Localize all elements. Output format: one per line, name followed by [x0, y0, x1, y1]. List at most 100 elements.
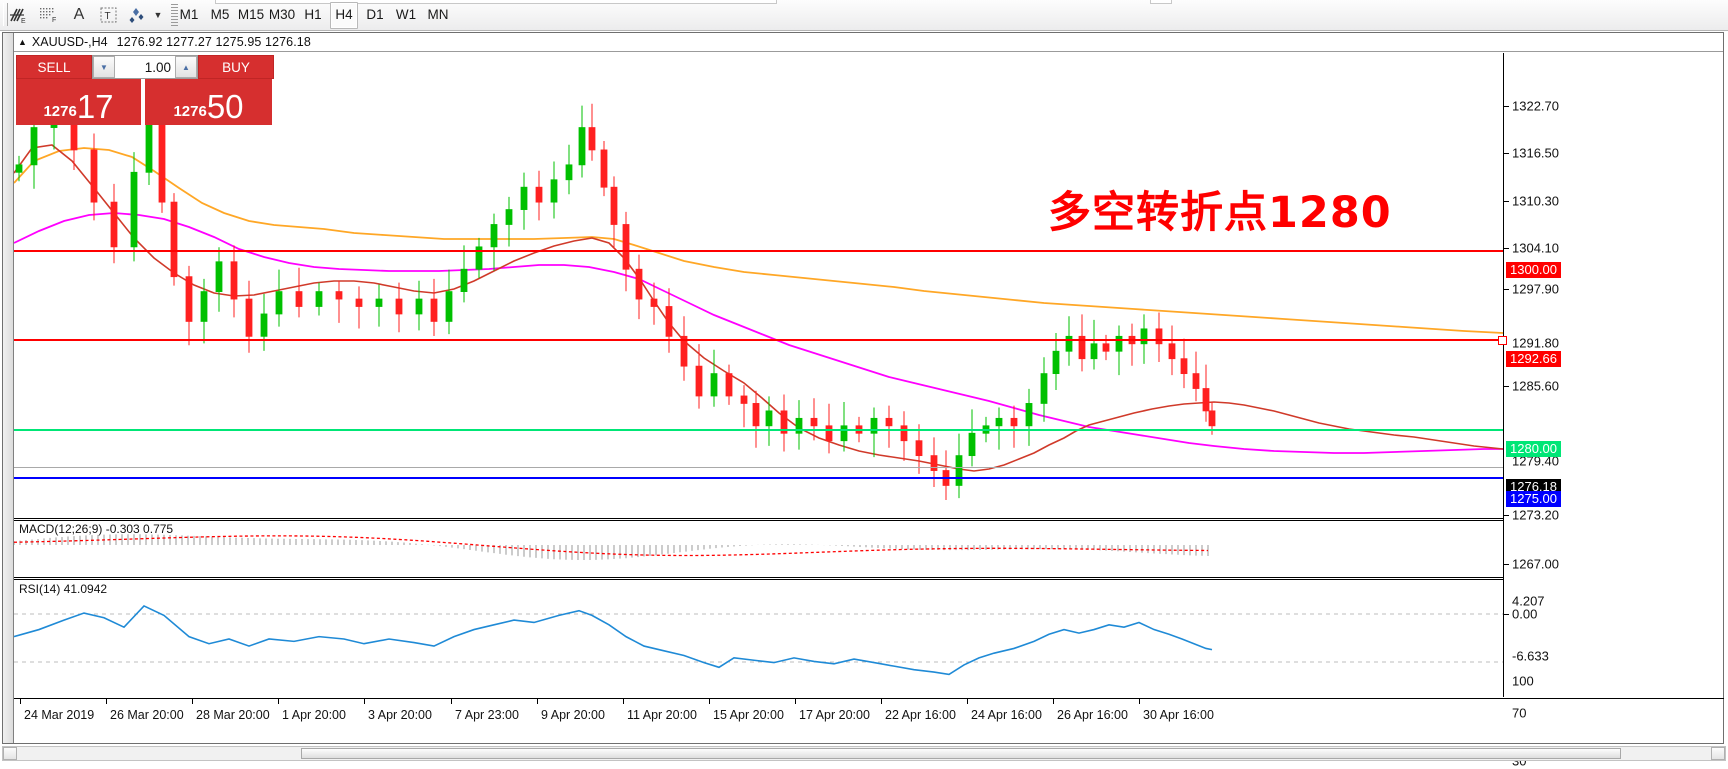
time-tick-0: 24 Mar 2019: [24, 708, 95, 722]
toolbar-grip[interactable]: [3, 3, 8, 26]
time-tick-4: 3 Apr 20:00: [368, 708, 432, 722]
time-tick-mark-1: [106, 699, 107, 704]
buy-button[interactable]: BUY: [198, 55, 274, 79]
rsi-tick-100: 100: [1512, 673, 1534, 689]
dropdown-arrow-icon[interactable]: ▼: [153, 10, 163, 20]
rsi-tick-70: 70: [1512, 705, 1527, 721]
scroll-right-icon[interactable]: [1711, 747, 1725, 760]
level-line-1280[interactable]: [14, 429, 1503, 431]
time-tick-10: 22 Apr 16:00: [885, 708, 956, 722]
price-tick-1304: 1304.10: [1512, 240, 1559, 256]
time-tick-mark-3: [278, 699, 279, 704]
volume-stepper[interactable]: ▼ 1.00 ▲: [92, 55, 198, 79]
scrollbar-thumb[interactable]: [301, 748, 1621, 759]
objects-icon[interactable]: [127, 2, 151, 28]
macd-tick-bottom: -6.633: [1512, 648, 1549, 664]
main-toolbar: E F A T: [0, 0, 1728, 31]
time-tick-mark-6: [537, 699, 538, 704]
chart-window: ▲ XAUUSD-,H4 1276.92 1277.27 1275.95 127…: [2, 32, 1724, 769]
level-line-1275[interactable]: [14, 477, 1503, 479]
symbol-info-bar: ▲ XAUUSD-,H4 1276.92 1277.27 1275.95 127…: [14, 33, 1723, 52]
time-tick-mark-4: [364, 699, 365, 704]
buy-price-prefix: 1276: [173, 103, 207, 120]
time-axis[interactable]: 24 Mar 2019 26 Mar 20:00 28 Mar 20:00 1 Apr…: [14, 698, 1724, 730]
level-line-1300[interactable]: [14, 250, 1503, 252]
time-tick-6: 9 Apr 20:00: [541, 708, 605, 722]
macd-pane[interactable]: [14, 520, 1503, 579]
text-tool-icon[interactable]: A: [73, 6, 85, 23]
timeframe-h1[interactable]: H1: [304, 7, 322, 22]
level-line-1292[interactable]: [14, 339, 1503, 341]
time-tick-mark-10: [881, 699, 882, 704]
timeframe-m5[interactable]: M5: [210, 7, 230, 22]
svg-text:E: E: [21, 18, 26, 25]
macd-tick-top: 4.207: [1512, 593, 1545, 609]
price-tick-1273: 1273.20: [1512, 507, 1559, 523]
chart-annotation-text: 多空转折点1280: [1048, 188, 1392, 238]
price-tag-1300[interactable]: 1300.00: [1506, 262, 1561, 278]
macd-tick-zero: 0.00: [1512, 606, 1538, 622]
symbol-ohlc: 1276.92 1277.27 1275.95 1276.18: [116, 35, 311, 49]
price-tick-1279: 1279.40: [1512, 453, 1559, 469]
level-anchor-1292[interactable]: [1498, 336, 1507, 345]
time-tick-5: 7 Apr 23:00: [455, 708, 519, 722]
time-tick-12: 26 Apr 16:00: [1057, 708, 1128, 722]
time-tick-8: 15 Apr 20:00: [713, 708, 784, 722]
pane-divider-2: [14, 577, 1503, 578]
time-tick-mark-11: [967, 699, 968, 704]
price-tick-1310: 1310.30: [1512, 193, 1559, 209]
grid-icon[interactable]: F: [36, 2, 62, 28]
timeframe-m1[interactable]: M1: [179, 7, 199, 22]
sell-button[interactable]: SELL: [16, 55, 92, 79]
timeframe-d1[interactable]: D1: [366, 7, 384, 22]
scroll-left-icon[interactable]: [3, 747, 17, 760]
text-label-icon[interactable]: T: [96, 2, 122, 28]
price-tag-1275[interactable]: 1275.00: [1506, 491, 1561, 507]
toolbar-top-stub-2: [1150, 0, 1172, 4]
macd-indicator-label: MACD(12;26;9) -0.303 0.775: [19, 522, 174, 536]
rsi-indicator-label: RSI(14) 41.0942: [19, 582, 108, 596]
price-tick-1322: 1322.70: [1512, 98, 1559, 114]
indicators-icon[interactable]: E: [6, 2, 32, 28]
timeframe-mn[interactable]: MN: [427, 7, 449, 22]
price-tag-1292[interactable]: 1292.66: [1506, 351, 1561, 367]
time-tick-mark-7: [623, 699, 624, 704]
price-tag-1280[interactable]: 1280.00: [1506, 441, 1561, 457]
sell-price-pips: 17: [76, 88, 114, 125]
volume-input[interactable]: 1.00: [144, 59, 171, 75]
volume-decrease-icon[interactable]: ▼: [93, 56, 115, 78]
toolbar-separator[interactable]: [171, 4, 178, 26]
sell-price-display[interactable]: 1276 17: [16, 79, 143, 125]
time-tick-mark-13: [1139, 699, 1140, 704]
window-left-bar: [3, 33, 14, 743]
pane-divider-1: [14, 518, 1503, 519]
price-tick-1297: 1297.90: [1512, 281, 1559, 297]
price-tick-1285: 1285.60: [1512, 378, 1559, 394]
one-click-trading-panel[interactable]: SELL ▼ 1.00 ▲ BUY 1276 17 1276 50: [16, 55, 274, 125]
time-tick-mark-12: [1053, 699, 1054, 704]
toolbar-top-stub: [215, 0, 777, 4]
timeframe-m30[interactable]: M30: [268, 7, 296, 22]
time-tick-mark-0: [20, 699, 21, 704]
time-tick-13: 30 Apr 16:00: [1143, 708, 1214, 722]
time-tick-mark-2: [192, 699, 193, 704]
buy-price-display[interactable]: 1276 50: [145, 79, 272, 125]
last-price-line: [14, 467, 1503, 468]
time-tick-mark-5: [451, 699, 452, 704]
time-tick-3: 1 Apr 20:00: [282, 708, 346, 722]
price-axis[interactable]: 1322.70 1316.50 1310.30 1304.10 1300.00 …: [1504, 53, 1724, 769]
symbol-name: XAUUSD-,H4: [31, 35, 108, 49]
horizontal-scrollbar[interactable]: [2, 746, 1726, 761]
timeframe-m15[interactable]: M15: [237, 7, 265, 22]
time-tick-mark-8: [709, 699, 710, 704]
volume-increase-icon[interactable]: ▲: [175, 56, 197, 78]
time-tick-11: 24 Apr 16:00: [971, 708, 1042, 722]
svg-text:T: T: [105, 11, 111, 22]
rsi-pane[interactable]: [14, 579, 1503, 698]
price-tick-1291: 1291.80: [1512, 335, 1559, 351]
timeframe-h4[interactable]: H4: [330, 2, 358, 29]
timeframe-w1[interactable]: W1: [395, 7, 417, 22]
time-tick-mark-9: [795, 699, 796, 704]
time-tick-2: 28 Mar 20:00: [196, 708, 270, 722]
collapse-triangle-icon[interactable]: ▲: [18, 37, 27, 47]
